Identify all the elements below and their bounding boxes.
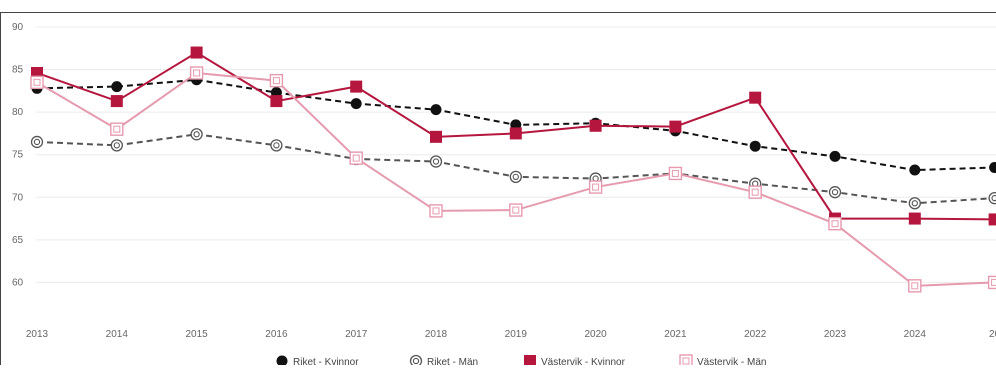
- x-tick-label: 2017: [345, 329, 368, 340]
- data-point: [191, 67, 203, 79]
- grid-lines: [0, 12, 996, 365]
- x-tick-label: 2018: [425, 329, 448, 340]
- data-point: [909, 165, 920, 176]
- data-point: [510, 127, 522, 139]
- data-point: [829, 218, 841, 230]
- series-2: [31, 47, 996, 226]
- legend-marker: [524, 355, 536, 365]
- x-tick-label: 2015: [185, 329, 208, 340]
- data-point: [270, 75, 282, 87]
- data-point: [590, 181, 602, 193]
- x-tick-label: 20: [989, 329, 996, 340]
- x-tick-label: 2014: [106, 329, 129, 340]
- x-tick-label: 2021: [664, 329, 687, 340]
- legend-marker: [680, 355, 692, 365]
- data-point: [111, 140, 122, 151]
- legend-item-0: Riket - Kvinnor: [277, 356, 360, 366]
- legend-marker: [277, 356, 288, 366]
- x-tick-label: 2024: [904, 329, 927, 340]
- series-line: [37, 134, 995, 203]
- data-point: [350, 81, 362, 93]
- data-point: [32, 136, 43, 147]
- data-point: [750, 141, 761, 152]
- data-point: [191, 47, 203, 59]
- legend-label: Västervik - Män: [697, 357, 766, 365]
- x-tick-label: 2022: [744, 329, 767, 340]
- y-tick-label: 85: [12, 65, 24, 76]
- data-point: [431, 156, 442, 167]
- data-point: [669, 121, 681, 133]
- data-point: [669, 167, 681, 179]
- data-point: [111, 81, 122, 92]
- data-point: [431, 104, 442, 115]
- data-point: [430, 205, 442, 217]
- data-point: [830, 151, 841, 162]
- legend-label: Västervik - Kvinnor: [541, 357, 626, 365]
- data-point: [989, 162, 996, 173]
- data-point: [510, 171, 521, 182]
- x-tick-label: 2020: [584, 329, 607, 340]
- data-point: [749, 186, 761, 198]
- data-point: [510, 204, 522, 216]
- y-tick-label: 80: [12, 107, 24, 118]
- data-point: [350, 152, 362, 164]
- legend-item-2: Västervik - Kvinnor: [524, 355, 626, 365]
- data-point: [909, 280, 921, 292]
- y-tick-label: 90: [12, 22, 24, 33]
- series-lines: [31, 47, 996, 292]
- series-1: [32, 129, 996, 209]
- legend: Riket - Kvinnor Riket - Män Västervik - Kv…: [277, 355, 767, 365]
- legend-label: Riket - Män: [427, 357, 478, 365]
- legend-label: Riket - Kvinnor: [293, 357, 359, 365]
- legend-item-1: Riket - Män: [411, 356, 479, 366]
- data-point: [351, 98, 362, 109]
- data-point: [909, 198, 920, 209]
- data-point: [989, 193, 996, 204]
- x-tick-label: 2019: [505, 329, 528, 340]
- x-tick-label: 2023: [824, 329, 847, 340]
- y-tick-label: 75: [12, 150, 24, 161]
- data-point: [590, 120, 602, 132]
- data-point: [271, 140, 282, 151]
- y-tick-label: 65: [12, 235, 24, 246]
- data-point: [430, 131, 442, 143]
- data-point: [191, 129, 202, 140]
- y-tick-label: 70: [12, 192, 24, 203]
- series-0: [32, 74, 996, 175]
- data-point: [989, 276, 996, 288]
- data-point: [830, 187, 841, 198]
- data-point: [111, 95, 123, 107]
- data-point: [749, 92, 761, 104]
- y-tick-label: 60: [12, 277, 24, 288]
- data-point: [270, 95, 282, 107]
- legend-item-3: Västervik - Män: [680, 355, 766, 365]
- x-tick-label: 2013: [26, 329, 49, 340]
- legend-marker: [411, 356, 422, 366]
- data-point: [111, 123, 123, 135]
- data-point: [989, 213, 996, 225]
- data-point: [909, 213, 921, 225]
- data-point: [31, 76, 43, 88]
- x-tick-label: 2016: [265, 329, 288, 340]
